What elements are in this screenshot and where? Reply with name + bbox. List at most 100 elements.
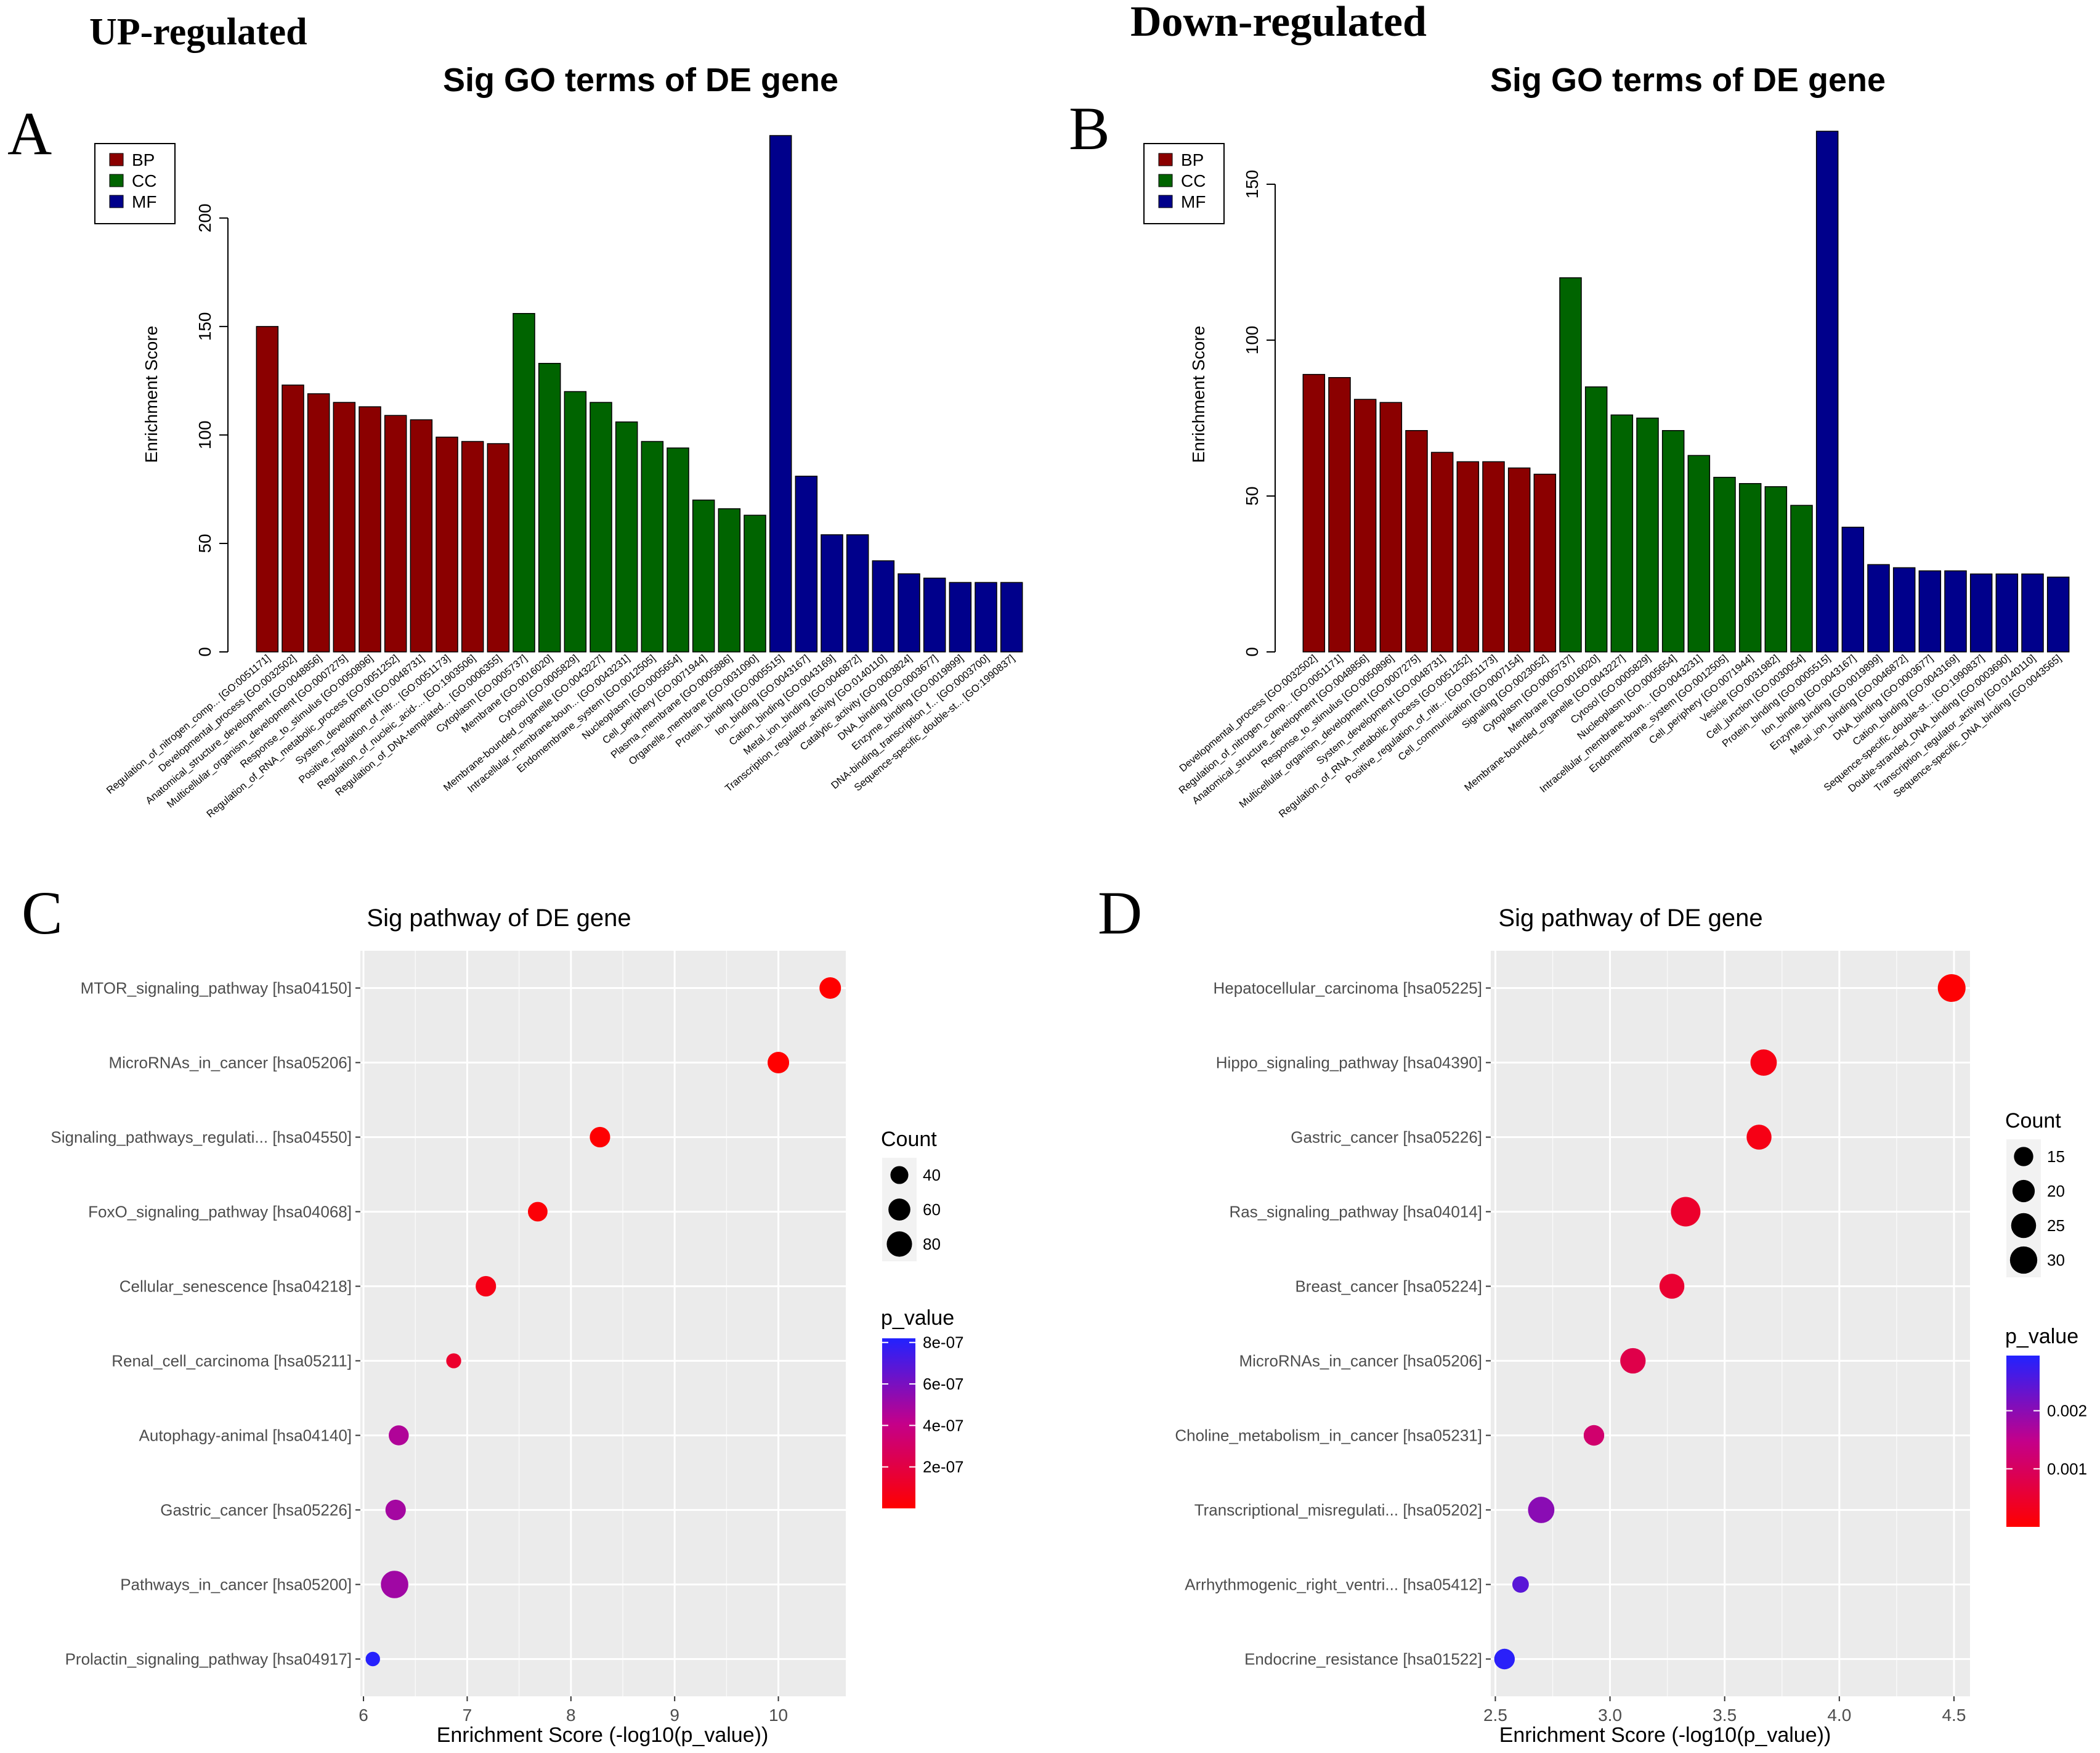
chart-c-point (590, 1126, 610, 1148)
chart-a-legend-label-mf: MF (132, 192, 156, 211)
chart-a-ylabel: Enrichment Score (142, 326, 161, 463)
chart-c-y-tick-label: Cellular_senescence [hsa04218] (120, 1277, 352, 1296)
chart-d-y-tick-label: Gastric_cancer [hsa05226] (1291, 1128, 1482, 1147)
chart-a-bar (436, 436, 458, 653)
chart-d-point (1528, 1497, 1555, 1523)
chart-b-bar (1815, 131, 1839, 653)
chart-b-bar (1918, 570, 1942, 653)
chart-c-y-tick-label: Autophagy-animal [hsa04140] (139, 1426, 352, 1445)
chart-a-bar (1000, 582, 1023, 653)
chart-c-y-tick-label: Renal_cell_carcinoma [hsa05211] (111, 1352, 352, 1370)
chart-c-colorbar-label: 6e-07 (923, 1375, 964, 1393)
chart-b-ylabel: Enrichment Score (1189, 326, 1208, 463)
chart-b-title: Sig GO terms of DE gene (1490, 62, 1886, 99)
chart-a-bar (975, 582, 997, 653)
chart-a-legend-label-cc: CC (132, 171, 156, 190)
chart-d-y-tick-label: Ras_signaling_pathway [hsa04014] (1229, 1203, 1482, 1221)
chart-a-bar (949, 582, 972, 653)
chart-b-bar (1379, 402, 1403, 653)
chart-a-x-tick-label: Anatomical_structure_development [GO:004… (144, 653, 324, 807)
chart-a-bar (692, 499, 715, 653)
chart-b-bar (1405, 429, 1428, 653)
chart-a-bar (538, 362, 561, 653)
chart-b-bar (1328, 376, 1351, 653)
chart-a-bar (718, 508, 741, 653)
chart-d-size-legend-label: 20 (2047, 1182, 2065, 1200)
chart-b-bar (1713, 476, 1736, 653)
chart-c-point (476, 1275, 497, 1297)
chart-d-size-legend-dot (2012, 1179, 2035, 1203)
chart-c-point (389, 1425, 409, 1446)
panel-label-c: C (22, 879, 63, 947)
chart-c-point (365, 1651, 380, 1667)
chart-d-point (1494, 1648, 1515, 1670)
chart-a-y-tick-label: 150 (195, 312, 214, 341)
chart-a-bar (487, 443, 510, 653)
chart-d-y-tick-label: Choline_metabolism_in_cancer [hsa05231] (1175, 1426, 1482, 1445)
chart-d-colorbar-label: 0.001 (2047, 1460, 2087, 1478)
chart-d-point (1671, 1197, 1701, 1227)
chart-a-title: Sig GO terms of DE gene (443, 62, 838, 99)
chart-d-point (1620, 1348, 1646, 1374)
chart-a-bar (256, 326, 279, 653)
chart-b-bar (1969, 573, 1993, 653)
chart-b-bar (1841, 526, 1865, 653)
chart-c-point (381, 1571, 408, 1598)
chart-d-y-tick-label: MicroRNAs_in_cancer [hsa05206] (1239, 1352, 1482, 1370)
chart-b-bar (1867, 564, 1890, 653)
chart-d-title: Sig pathway of DE gene (1498, 905, 1762, 932)
chart-c-plot: MTOR_signaling_pathway [hsa04150] MicroRN… (51, 951, 964, 1725)
chart-c-point (385, 1499, 406, 1521)
chart-c-xlabel: Enrichment Score (-log10(p_value)) (437, 1723, 769, 1747)
chart-c-size-legend-label: 60 (923, 1200, 941, 1219)
chart-c-colorbar-label: 4e-07 (923, 1416, 964, 1434)
chart-a-bar (564, 391, 587, 653)
chart-b-bar (1790, 505, 1813, 653)
chart-a-y-tick-label: 50 (195, 534, 214, 553)
chart-a-bar (359, 406, 381, 653)
chart-b-y-tick-label: 100 (1243, 326, 1262, 355)
chart-b-bar (1764, 486, 1788, 653)
chart-c-point (819, 977, 841, 999)
chart-b-bar (1430, 452, 1454, 653)
chart-d-color-legend-title: p_value (2005, 1325, 2078, 1348)
chart-c-y-tick-label: Signaling_pathways_regulati... [hsa04550… (51, 1128, 352, 1147)
chart-d-y-tick-label: Hepatocellular_carcinoma [hsa05225] (1214, 979, 1483, 998)
chart-c-color-legend-title: p_value (881, 1306, 954, 1330)
chart-d-size-legend-title: Count (2005, 1109, 2061, 1133)
chart-b-bar (1995, 573, 2019, 653)
chart-d-colorbar (2006, 1356, 2040, 1527)
chart-d-y-tick-label: Arrhythmogenic_right_ventri... [hsa05412… (1185, 1576, 1482, 1594)
chart-d-y-tick-label: Endocrine_resistance [hsa01522] (1244, 1650, 1482, 1669)
chart-a-bar (590, 402, 612, 653)
chart-b-bar (1507, 467, 1531, 653)
chart-a-bar (461, 441, 484, 653)
chart-a-bar (898, 573, 920, 653)
chart-c-colorbar-label: 8e-07 (923, 1333, 964, 1352)
chart-a-bar (384, 415, 407, 653)
chart-d-point (1583, 1425, 1605, 1446)
chart-c-size-legend-label: 40 (923, 1166, 941, 1184)
heading-down-regulated: Down-regulated (1130, 0, 1427, 46)
chart-b-bar (1738, 483, 1762, 653)
chart-b-x-tick-label: Anatomical_structure_development [GO:004… (1190, 653, 1371, 807)
chart-a-bar (282, 384, 304, 653)
chart-b-bar (1892, 567, 1916, 653)
chart-c-x-tick-label: 9 (670, 1706, 679, 1725)
chart-a-bar (821, 534, 843, 653)
chart-b-bar (1482, 461, 1505, 653)
chart-d-size-legend-label: 30 (2047, 1251, 2065, 1269)
chart-c-title: Sig pathway of DE gene (367, 905, 631, 932)
chart-a-y-tick-label: 100 (195, 421, 214, 450)
panel-label-d: D (1098, 879, 1142, 947)
chart-c-y-tick-label: MTOR_signaling_pathway [hsa04150] (81, 979, 352, 998)
panel-label-b: B (1069, 94, 1110, 163)
panel-label-a: A (7, 99, 52, 168)
chart-d-size-legend-label: 15 (2047, 1147, 2065, 1166)
chart-d-xlabel: Enrichment Score (-log10(p_value)) (1499, 1723, 1831, 1747)
chart-a-legend-swatch-bp (109, 153, 124, 166)
chart-a-legend-swatch-mf (109, 195, 124, 208)
chart-c-colorbar (882, 1338, 915, 1508)
